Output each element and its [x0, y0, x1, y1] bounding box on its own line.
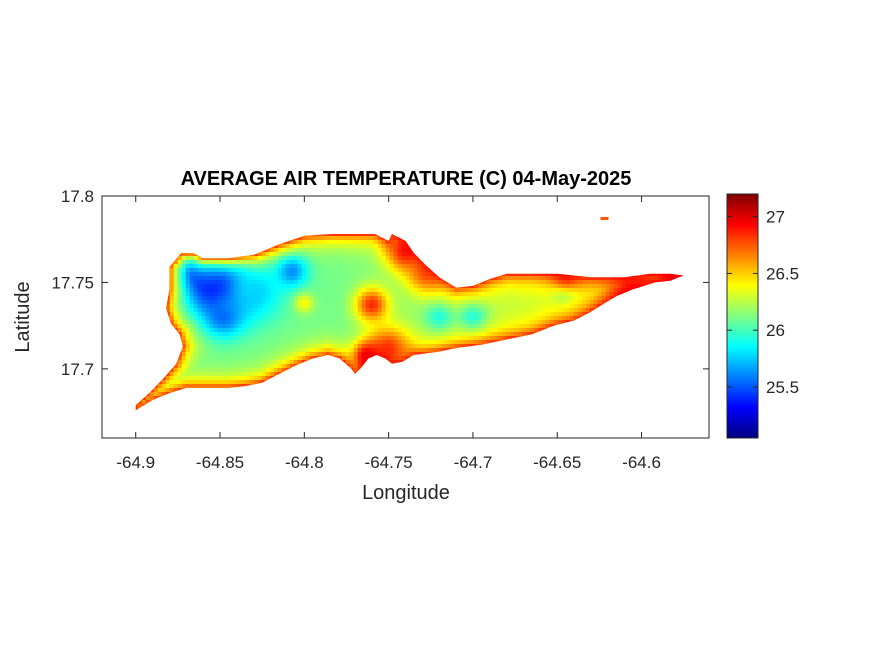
colorbar-tick-label: 26.5 — [766, 264, 799, 283]
y-axis-ticks: 17.7 17.75 17.8 — [51, 187, 709, 379]
x-tick-label: -64.85 — [196, 453, 244, 472]
map-axes-box — [101, 195, 710, 439]
x-tick-label: -64.6 — [622, 453, 661, 472]
x-tick-label: -64.75 — [365, 453, 413, 472]
x-tick-label: -64.7 — [454, 453, 493, 472]
map-title: AVERAGE AIR TEMPERATURE (C) 04-May-2025 — [181, 168, 632, 190]
x-tick-label: -64.9 — [116, 453, 155, 472]
x-tick-label: -64.65 — [533, 453, 581, 472]
colorbar-ticks: 25.5 26 26.5 27 — [727, 208, 799, 397]
colorbar — [726, 193, 759, 439]
y-tick-label: 17.75 — [51, 273, 94, 292]
x-axis-label: Longitude — [362, 482, 450, 504]
colorbar-tick-label: 26 — [766, 321, 785, 340]
x-axis-ticks: -64.9 -64.85 -64.8 -64.75 -64.7 -64.65 -64.6 — [116, 196, 661, 472]
x-tick-label: -64.8 — [285, 453, 324, 472]
y-tick-label: 17.8 — [61, 187, 94, 206]
y-tick-label: 17.7 — [61, 360, 94, 379]
colorbar-tick-label: 27 — [766, 208, 785, 227]
colorbar-tick-label: 25.5 — [766, 378, 799, 397]
y-axis-label: Latitude — [12, 281, 34, 352]
